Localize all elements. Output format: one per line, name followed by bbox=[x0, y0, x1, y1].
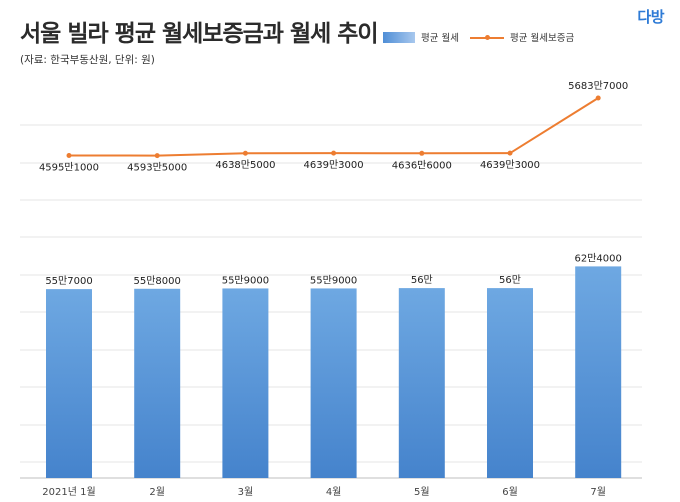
bar bbox=[134, 288, 181, 478]
line-value-label: 4639만3000 bbox=[304, 159, 364, 171]
bar bbox=[222, 288, 269, 478]
x-tick-label: 2021년 1월 bbox=[42, 486, 95, 498]
line-series bbox=[68, 97, 599, 157]
line-value-label: 4636만6000 bbox=[392, 159, 452, 171]
bar-value-label: 62만4000 bbox=[575, 252, 622, 264]
x-tick-label: 7월 bbox=[590, 486, 606, 498]
line-point bbox=[419, 150, 425, 156]
legend-label-line: 평균 월세보증금 bbox=[510, 33, 575, 44]
legend-line-swatch bbox=[470, 32, 504, 43]
bar-value-label: 55만9000 bbox=[222, 274, 269, 286]
legend-item-bar: 평균 월세 bbox=[383, 30, 459, 44]
line-point bbox=[242, 150, 248, 156]
bar bbox=[487, 288, 533, 478]
bar-value-label: 55만8000 bbox=[134, 275, 181, 287]
bar bbox=[46, 289, 92, 478]
bar bbox=[398, 288, 445, 478]
x-tick-label: 5월 bbox=[414, 486, 430, 498]
line-value-label: 4593만5000 bbox=[127, 162, 187, 174]
bar-value-label: 56만 bbox=[411, 274, 433, 286]
x-tick-label: 6월 bbox=[502, 486, 518, 498]
x-tick-label: 4월 bbox=[326, 486, 342, 498]
legend-label-bar: 평균 월세 bbox=[421, 33, 459, 44]
bar bbox=[575, 266, 622, 478]
x-tick-label: 2월 bbox=[149, 486, 165, 498]
line-point bbox=[595, 95, 601, 101]
bar bbox=[310, 288, 357, 478]
legend-item-line: 평균 월세보증금 bbox=[470, 30, 574, 44]
line-point bbox=[154, 153, 160, 159]
bar-value-label: 56만 bbox=[499, 274, 521, 286]
chart-subtitle: (자료: 한국부동산원, 단위: 원) bbox=[20, 54, 155, 66]
brand-logo: 다방 bbox=[637, 8, 664, 26]
bar-value-label: 55만7000 bbox=[45, 275, 92, 287]
x-tick-label: 3월 bbox=[238, 486, 254, 498]
line-value-label: 5683만7000 bbox=[568, 80, 628, 92]
line-point bbox=[507, 150, 513, 156]
line-point bbox=[331, 150, 337, 156]
legend-bar-swatch bbox=[383, 31, 415, 43]
line-value-label: 4639만3000 bbox=[480, 159, 540, 171]
chart-title: 서울 빌라 평균 월세보증금과 월세 추이 bbox=[20, 21, 379, 47]
line-value-label: 4638만5000 bbox=[215, 159, 275, 171]
line-point bbox=[66, 153, 72, 158]
line-value-label: 4595만1000 bbox=[39, 162, 99, 174]
bar-value-label: 55만9000 bbox=[310, 274, 357, 286]
